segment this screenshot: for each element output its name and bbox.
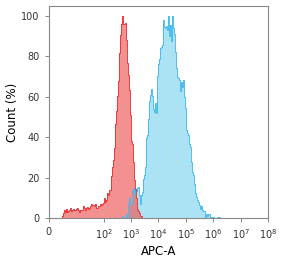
Y-axis label: Count (%): Count (%) — [6, 82, 19, 142]
X-axis label: APC-A: APC-A — [141, 246, 176, 258]
